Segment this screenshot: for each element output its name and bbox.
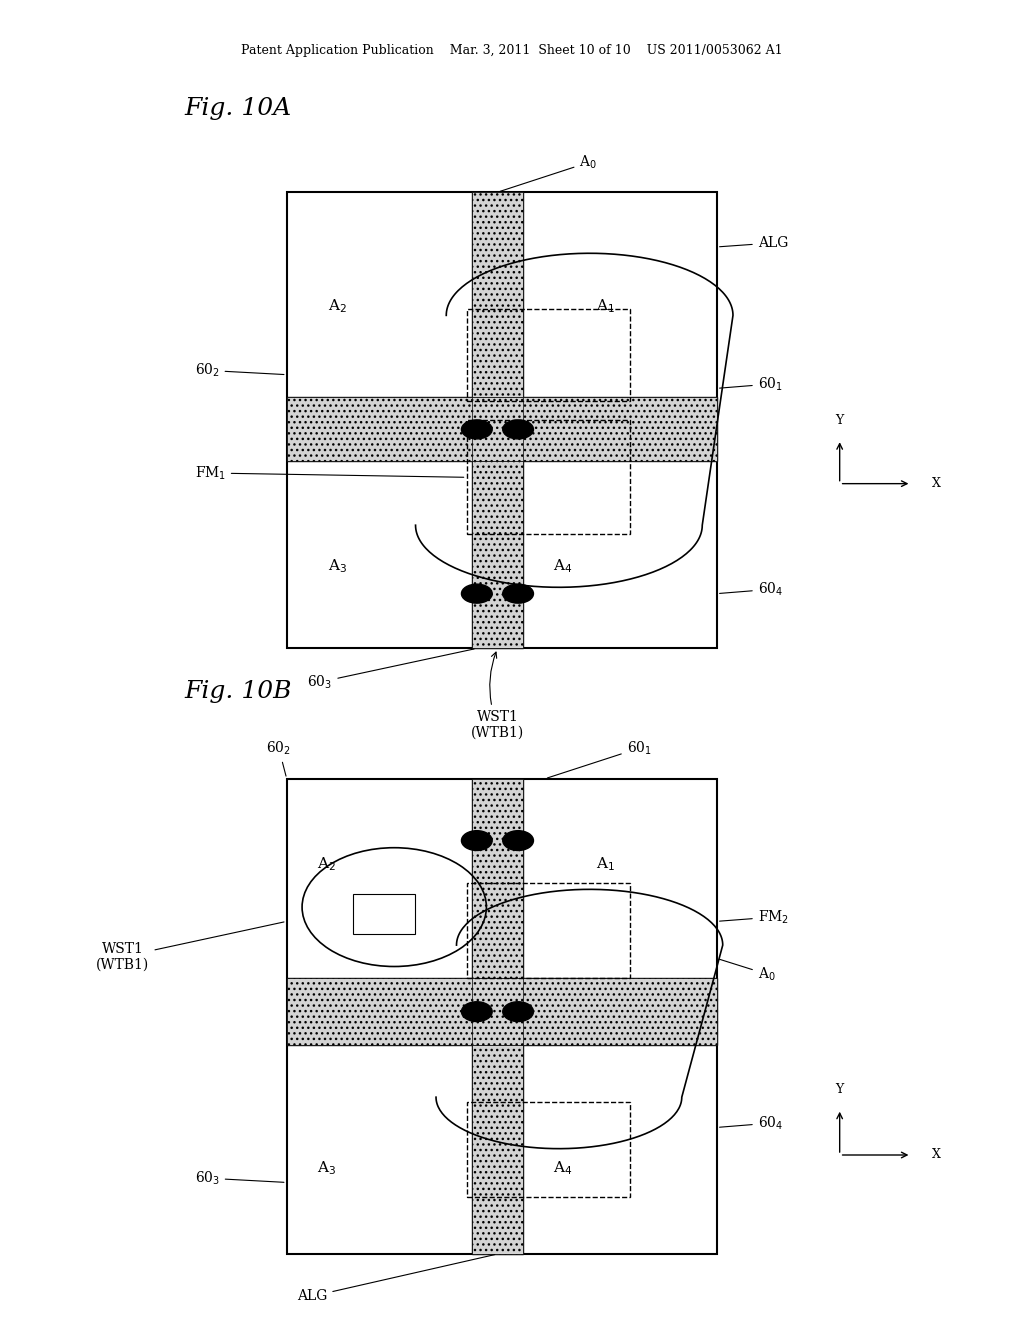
Circle shape (462, 585, 493, 603)
Text: 60$_1$: 60$_1$ (548, 739, 651, 777)
Text: 60$_3$: 60$_3$ (195, 1170, 284, 1187)
Bar (467, 883, 630, 978)
Text: 60$_2$: 60$_2$ (266, 739, 291, 776)
Text: ALG: ALG (720, 236, 788, 249)
Circle shape (503, 830, 534, 850)
Text: A$_1$: A$_1$ (596, 855, 615, 874)
Bar (472, 397, 523, 462)
Text: A$_4$: A$_4$ (553, 557, 572, 576)
Bar (472, 193, 523, 648)
Bar (472, 193, 523, 648)
Text: A$_0$: A$_0$ (500, 154, 597, 191)
Bar (287, 978, 717, 1045)
Text: 60$_4$: 60$_4$ (720, 1114, 783, 1131)
Text: FM$_2$: FM$_2$ (720, 908, 788, 925)
Circle shape (462, 420, 493, 440)
Text: 60$_2$: 60$_2$ (195, 362, 284, 379)
Text: Y: Y (836, 413, 844, 426)
Circle shape (503, 420, 534, 440)
Bar (467, 1102, 630, 1197)
Bar (287, 397, 717, 462)
Text: Fig. 10A: Fig. 10A (184, 98, 292, 120)
Text: 60$_4$: 60$_4$ (720, 581, 783, 598)
Bar (353, 894, 415, 933)
Text: Patent Application Publication    Mar. 3, 2011  Sheet 10 of 10    US 2011/005306: Patent Application Publication Mar. 3, 2… (242, 44, 782, 57)
Bar (467, 309, 630, 401)
Circle shape (462, 830, 493, 850)
Bar (287, 397, 717, 462)
Bar (287, 779, 717, 1254)
Text: A$_2$: A$_2$ (328, 297, 346, 315)
Bar (467, 420, 630, 535)
Text: A$_3$: A$_3$ (328, 557, 347, 576)
Bar (287, 978, 717, 1045)
Bar (472, 978, 523, 1045)
Text: WST1
(WTB1): WST1 (WTB1) (471, 652, 524, 741)
Text: A$_3$: A$_3$ (317, 1159, 337, 1177)
Text: Y: Y (836, 1082, 844, 1096)
Text: ALG: ALG (297, 1254, 495, 1303)
Text: A$_1$: A$_1$ (596, 297, 615, 315)
Bar (472, 779, 523, 1254)
Text: A$_2$: A$_2$ (317, 855, 336, 874)
Circle shape (503, 1002, 534, 1022)
Bar (287, 193, 717, 648)
Bar (472, 978, 523, 1045)
Text: FM$_1$: FM$_1$ (195, 465, 464, 482)
Circle shape (462, 1002, 493, 1022)
Text: Fig. 10B: Fig. 10B (184, 680, 292, 702)
Text: X: X (932, 1148, 941, 1162)
Text: A$_4$: A$_4$ (553, 1159, 572, 1177)
Bar (472, 397, 523, 462)
Bar (472, 779, 523, 1254)
Text: A$_0$: A$_0$ (720, 960, 775, 983)
Text: X: X (932, 477, 941, 490)
Text: 60$_1$: 60$_1$ (720, 375, 782, 393)
Text: WST1
(WTB1): WST1 (WTB1) (96, 921, 284, 972)
Circle shape (503, 585, 534, 603)
Text: 60$_3$: 60$_3$ (307, 649, 474, 690)
